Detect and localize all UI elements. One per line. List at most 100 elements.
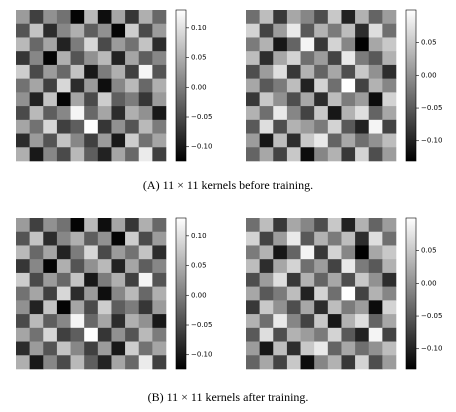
cell <box>97 37 112 52</box>
cell <box>246 37 260 52</box>
cell <box>382 23 397 38</box>
cell <box>138 119 153 134</box>
cell <box>300 245 315 260</box>
cell <box>111 51 126 66</box>
cell <box>314 78 329 93</box>
cell <box>70 119 85 134</box>
cell <box>259 300 274 315</box>
cell <box>382 133 397 148</box>
cell <box>16 218 30 233</box>
cell <box>246 300 260 315</box>
cell <box>355 218 370 233</box>
cell <box>382 218 397 233</box>
cell <box>43 231 58 246</box>
cell <box>152 218 167 233</box>
cell <box>84 119 99 134</box>
cell <box>246 147 260 162</box>
cell <box>300 37 315 52</box>
cell <box>97 64 112 79</box>
cell <box>56 92 71 107</box>
cell <box>138 341 153 356</box>
cell <box>327 327 342 342</box>
cell <box>286 300 301 315</box>
cell <box>152 327 167 342</box>
cell <box>111 218 126 233</box>
cell <box>97 231 112 246</box>
cell <box>286 106 301 121</box>
cell <box>341 78 356 93</box>
cell <box>70 147 85 162</box>
cell <box>246 92 260 107</box>
cell <box>382 78 397 93</box>
cell <box>314 231 329 246</box>
cell <box>300 355 315 370</box>
cell <box>300 133 315 148</box>
cell <box>152 286 167 301</box>
cell <box>70 37 85 52</box>
cell <box>125 300 140 315</box>
cell <box>273 51 288 66</box>
cell <box>16 314 30 329</box>
cell <box>138 37 153 52</box>
cell <box>355 37 370 52</box>
cell <box>246 10 260 25</box>
cell <box>286 272 301 287</box>
cell <box>327 78 342 93</box>
cell <box>29 10 44 25</box>
cell <box>111 10 126 25</box>
cell <box>152 78 167 93</box>
cell <box>314 51 329 66</box>
cell <box>327 10 342 25</box>
cell <box>125 64 140 79</box>
cell <box>327 286 342 301</box>
cell <box>84 341 99 356</box>
cell <box>43 23 58 38</box>
colorbar-tick-label: −0.05 <box>191 321 212 329</box>
cell <box>382 327 397 342</box>
cell <box>84 64 99 79</box>
cell <box>152 119 167 134</box>
cell <box>327 355 342 370</box>
cell <box>152 314 167 329</box>
cell <box>152 341 167 356</box>
cell <box>368 23 383 38</box>
cell <box>368 272 383 287</box>
cell <box>355 147 370 162</box>
cell <box>152 106 167 121</box>
cell <box>97 272 112 287</box>
cell <box>355 92 370 107</box>
cell <box>43 272 58 287</box>
colorbar-tick-label: 0.05 <box>421 39 437 47</box>
cell <box>314 119 329 134</box>
cell <box>341 286 356 301</box>
cell <box>152 231 167 246</box>
cell <box>259 51 274 66</box>
cell <box>70 64 85 79</box>
cell <box>56 314 71 329</box>
cell <box>43 327 58 342</box>
cell <box>300 314 315 329</box>
cell <box>56 10 71 25</box>
cell <box>43 218 58 233</box>
cell <box>43 341 58 356</box>
cell <box>246 218 260 233</box>
colorbar-tick-label: 0.00 <box>421 279 437 287</box>
cell <box>138 218 153 233</box>
cell <box>355 245 370 260</box>
cell <box>97 218 112 233</box>
colorbar-tick-label: 0.05 <box>191 262 207 270</box>
cell <box>138 300 153 315</box>
cell <box>259 64 274 79</box>
cell <box>29 272 44 287</box>
cell <box>355 286 370 301</box>
cell <box>246 314 260 329</box>
cell <box>246 341 260 356</box>
cell <box>246 119 260 134</box>
cell <box>314 37 329 52</box>
cell <box>368 341 383 356</box>
cell <box>97 51 112 66</box>
cell <box>29 51 44 66</box>
cell <box>273 245 288 260</box>
cell <box>259 37 274 52</box>
cell <box>125 106 140 121</box>
